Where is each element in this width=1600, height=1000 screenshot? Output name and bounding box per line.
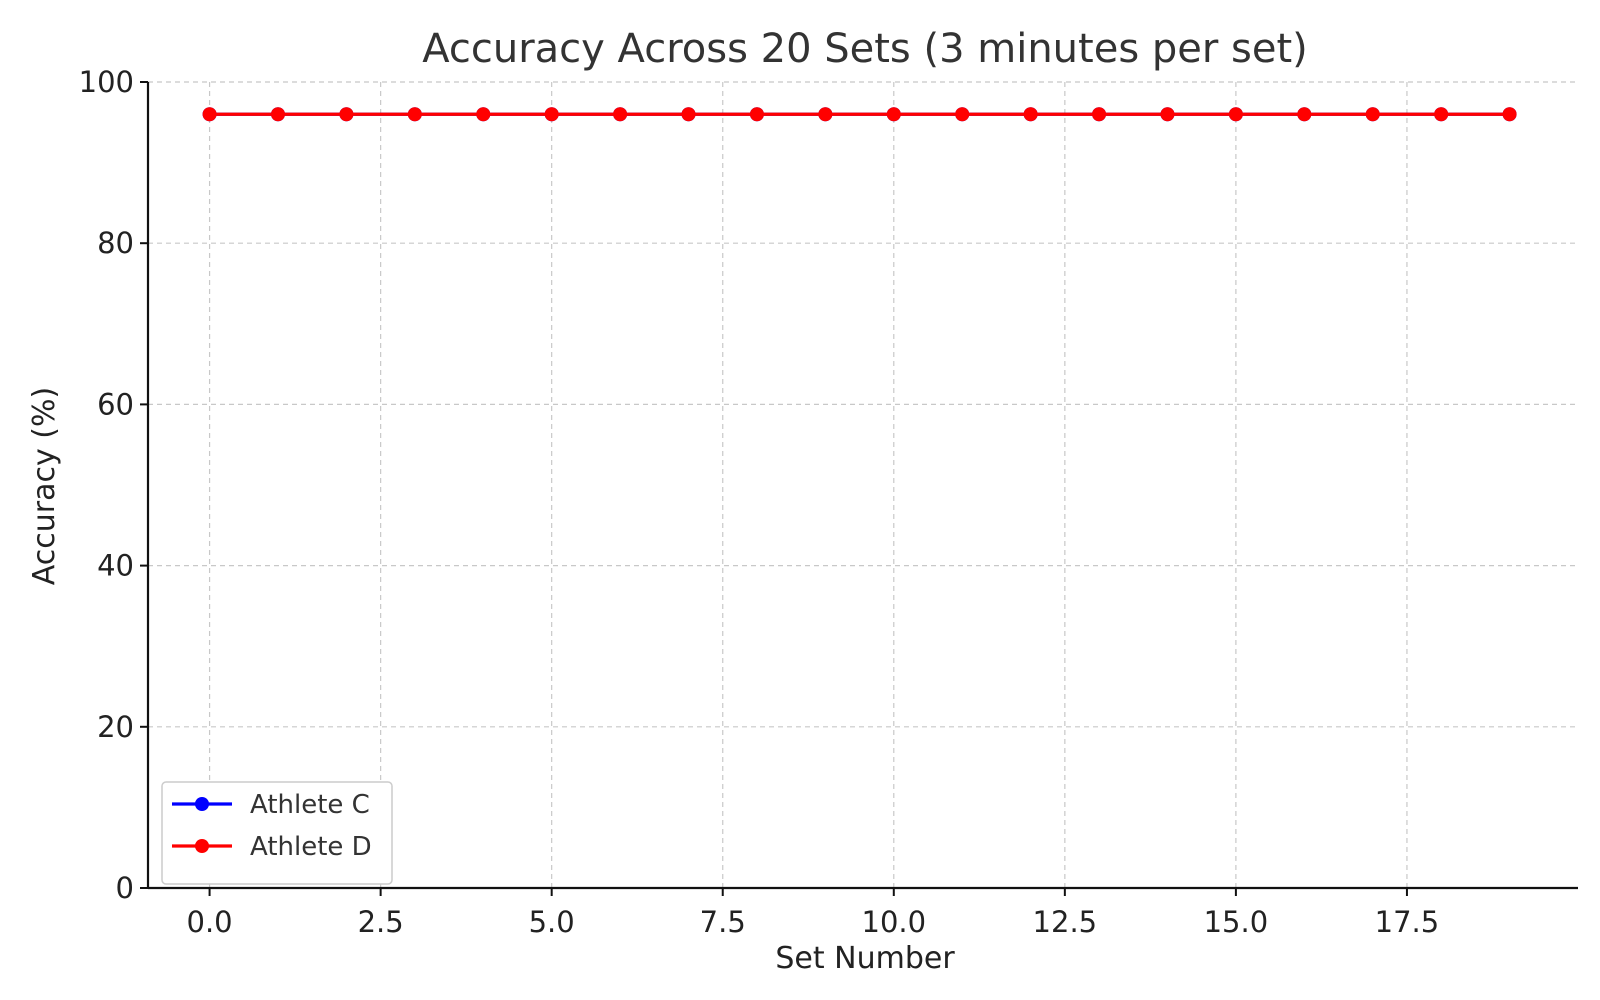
data-point: [955, 107, 970, 122]
x-tick-label: 15.0: [1204, 905, 1269, 939]
data-point: [1160, 107, 1175, 122]
chart-title: Accuracy Across 20 Sets (3 minutes per s…: [422, 26, 1308, 72]
data-point: [1434, 107, 1449, 122]
data-point: [1092, 107, 1107, 122]
data-point: [681, 107, 696, 122]
x-axis-label: Set Number: [775, 941, 955, 976]
x-tick-label: 7.5: [700, 905, 746, 939]
grid: [148, 81, 1578, 889]
legend-frame: [161, 781, 393, 885]
x-tick-label: 17.5: [1375, 905, 1440, 939]
legend-marker: [195, 797, 209, 811]
y-tick-label: 60: [97, 387, 134, 421]
data-point: [749, 107, 764, 122]
data-point: [339, 107, 354, 122]
y-tick-label: 0: [116, 871, 134, 905]
plot-area: [202, 107, 1517, 122]
data-point: [544, 107, 559, 122]
y-tick-label: 40: [97, 549, 134, 583]
legend-label: Athlete D: [250, 832, 372, 862]
data-point: [1297, 107, 1312, 122]
legend: Athlete C Athlete D: [161, 781, 393, 885]
data-point: [202, 107, 217, 122]
legend-label: Athlete C: [250, 790, 370, 820]
data-point: [476, 107, 491, 122]
x-tick-label: 2.5: [358, 905, 404, 939]
data-point: [613, 107, 628, 122]
data-point: [271, 107, 285, 122]
legend-item: Athlete C: [172, 790, 370, 820]
y-tick-label: 80: [97, 226, 134, 260]
x-tick-label: 0.0: [187, 905, 233, 939]
data-point: [1228, 107, 1243, 122]
x-tick-label: 10.0: [862, 905, 927, 939]
data-point: [407, 107, 422, 122]
data-point: [1365, 107, 1380, 122]
data-point: [818, 107, 833, 122]
x-tick-label: 12.5: [1033, 905, 1098, 939]
y-tick-label: 20: [97, 710, 134, 744]
data-point: [1502, 107, 1517, 122]
x-tick-label: 5.0: [529, 905, 575, 939]
data-point: [886, 107, 901, 122]
data-point: [1023, 107, 1038, 122]
y-axis-label: Accuracy (%): [27, 387, 62, 585]
legend-item: Athlete D: [172, 832, 372, 862]
axes: 0.0 2.5 5.0 7.5 10.0 12.5 15.0 17.5 0 20 40 60 80 100: [79, 65, 1578, 939]
y-tick-label: 100: [79, 65, 134, 99]
legend-marker: [195, 839, 209, 853]
series-1: [202, 107, 1517, 122]
